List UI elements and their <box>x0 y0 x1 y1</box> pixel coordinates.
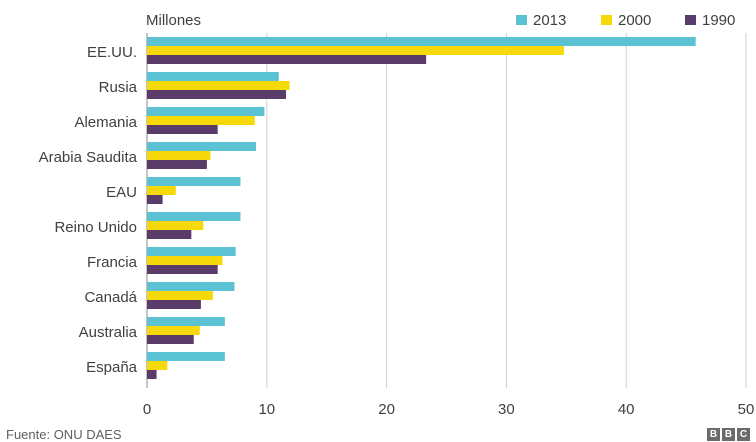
unit-label: Millones <box>146 12 201 29</box>
bar-2013 <box>147 177 241 186</box>
bar-2013 <box>147 142 257 151</box>
bar-1990 <box>147 335 194 344</box>
x-tick-label: 0 <box>143 401 151 418</box>
bar-2013 <box>147 317 225 326</box>
bar-2013 <box>147 247 236 256</box>
bars <box>147 37 696 379</box>
bar-1990 <box>147 160 207 169</box>
category-label: Canadá <box>84 289 137 306</box>
legend-swatch <box>516 15 527 25</box>
bar-1990 <box>147 195 163 204</box>
bar-2000 <box>147 81 290 90</box>
source-note: Fuente: ONU DAES <box>6 427 122 442</box>
category-label: Francia <box>87 254 138 271</box>
bar-2013 <box>147 72 279 81</box>
bar-2013 <box>147 352 225 361</box>
bar-1990 <box>147 125 218 134</box>
legend-label: 2013 <box>533 12 566 29</box>
bar-1990 <box>147 55 427 64</box>
bbc-logo: B B C <box>707 428 750 441</box>
x-tick-label: 40 <box>618 401 635 418</box>
legend: 2013 2000 1990 <box>516 12 735 29</box>
x-tick-label: 20 <box>378 401 395 418</box>
category-label: EAU <box>106 184 137 201</box>
legend-label: 1990 <box>702 12 735 29</box>
bar-1990 <box>147 230 192 239</box>
x-tick-labels: 0 10 20 30 40 50 <box>143 401 755 418</box>
bar-2000 <box>147 326 200 335</box>
category-label: España <box>86 359 138 376</box>
x-tick-label: 50 <box>738 401 755 418</box>
category-labels: EE.UU. Rusia Alemania Arabia Saudita EAU Rein… <box>39 44 138 376</box>
bar-2000 <box>147 151 211 160</box>
category-label: EE.UU. <box>87 44 137 61</box>
legend-label: 2000 <box>618 12 651 29</box>
category-label: Rusia <box>99 79 138 96</box>
bar-2013 <box>147 282 235 291</box>
bar-2000 <box>147 116 255 125</box>
logo-letter: B <box>707 428 720 441</box>
bar-2013 <box>147 212 241 221</box>
legend-swatch <box>601 15 612 25</box>
bar-1990 <box>147 265 218 274</box>
bar-2013 <box>147 37 696 46</box>
bar-2013 <box>147 107 265 116</box>
bar-2000 <box>147 46 564 55</box>
logo-letter: C <box>737 428 750 441</box>
category-label: Arabia Saudita <box>39 149 138 166</box>
bar-2000 <box>147 186 176 195</box>
bar-1990 <box>147 300 201 309</box>
bar-1990 <box>147 90 286 99</box>
legend-swatch <box>685 15 696 25</box>
bar-2000 <box>147 361 168 370</box>
bar-2000 <box>147 256 223 265</box>
logo-letter: B <box>722 428 735 441</box>
x-tick-label: 10 <box>258 401 275 418</box>
bar-2000 <box>147 291 213 300</box>
x-tick-label: 30 <box>498 401 515 418</box>
bar-2000 <box>147 221 204 230</box>
bar-1990 <box>147 370 157 379</box>
category-label: Alemania <box>74 114 137 131</box>
category-label: Australia <box>79 324 138 341</box>
category-label: Reino Unido <box>54 219 137 236</box>
